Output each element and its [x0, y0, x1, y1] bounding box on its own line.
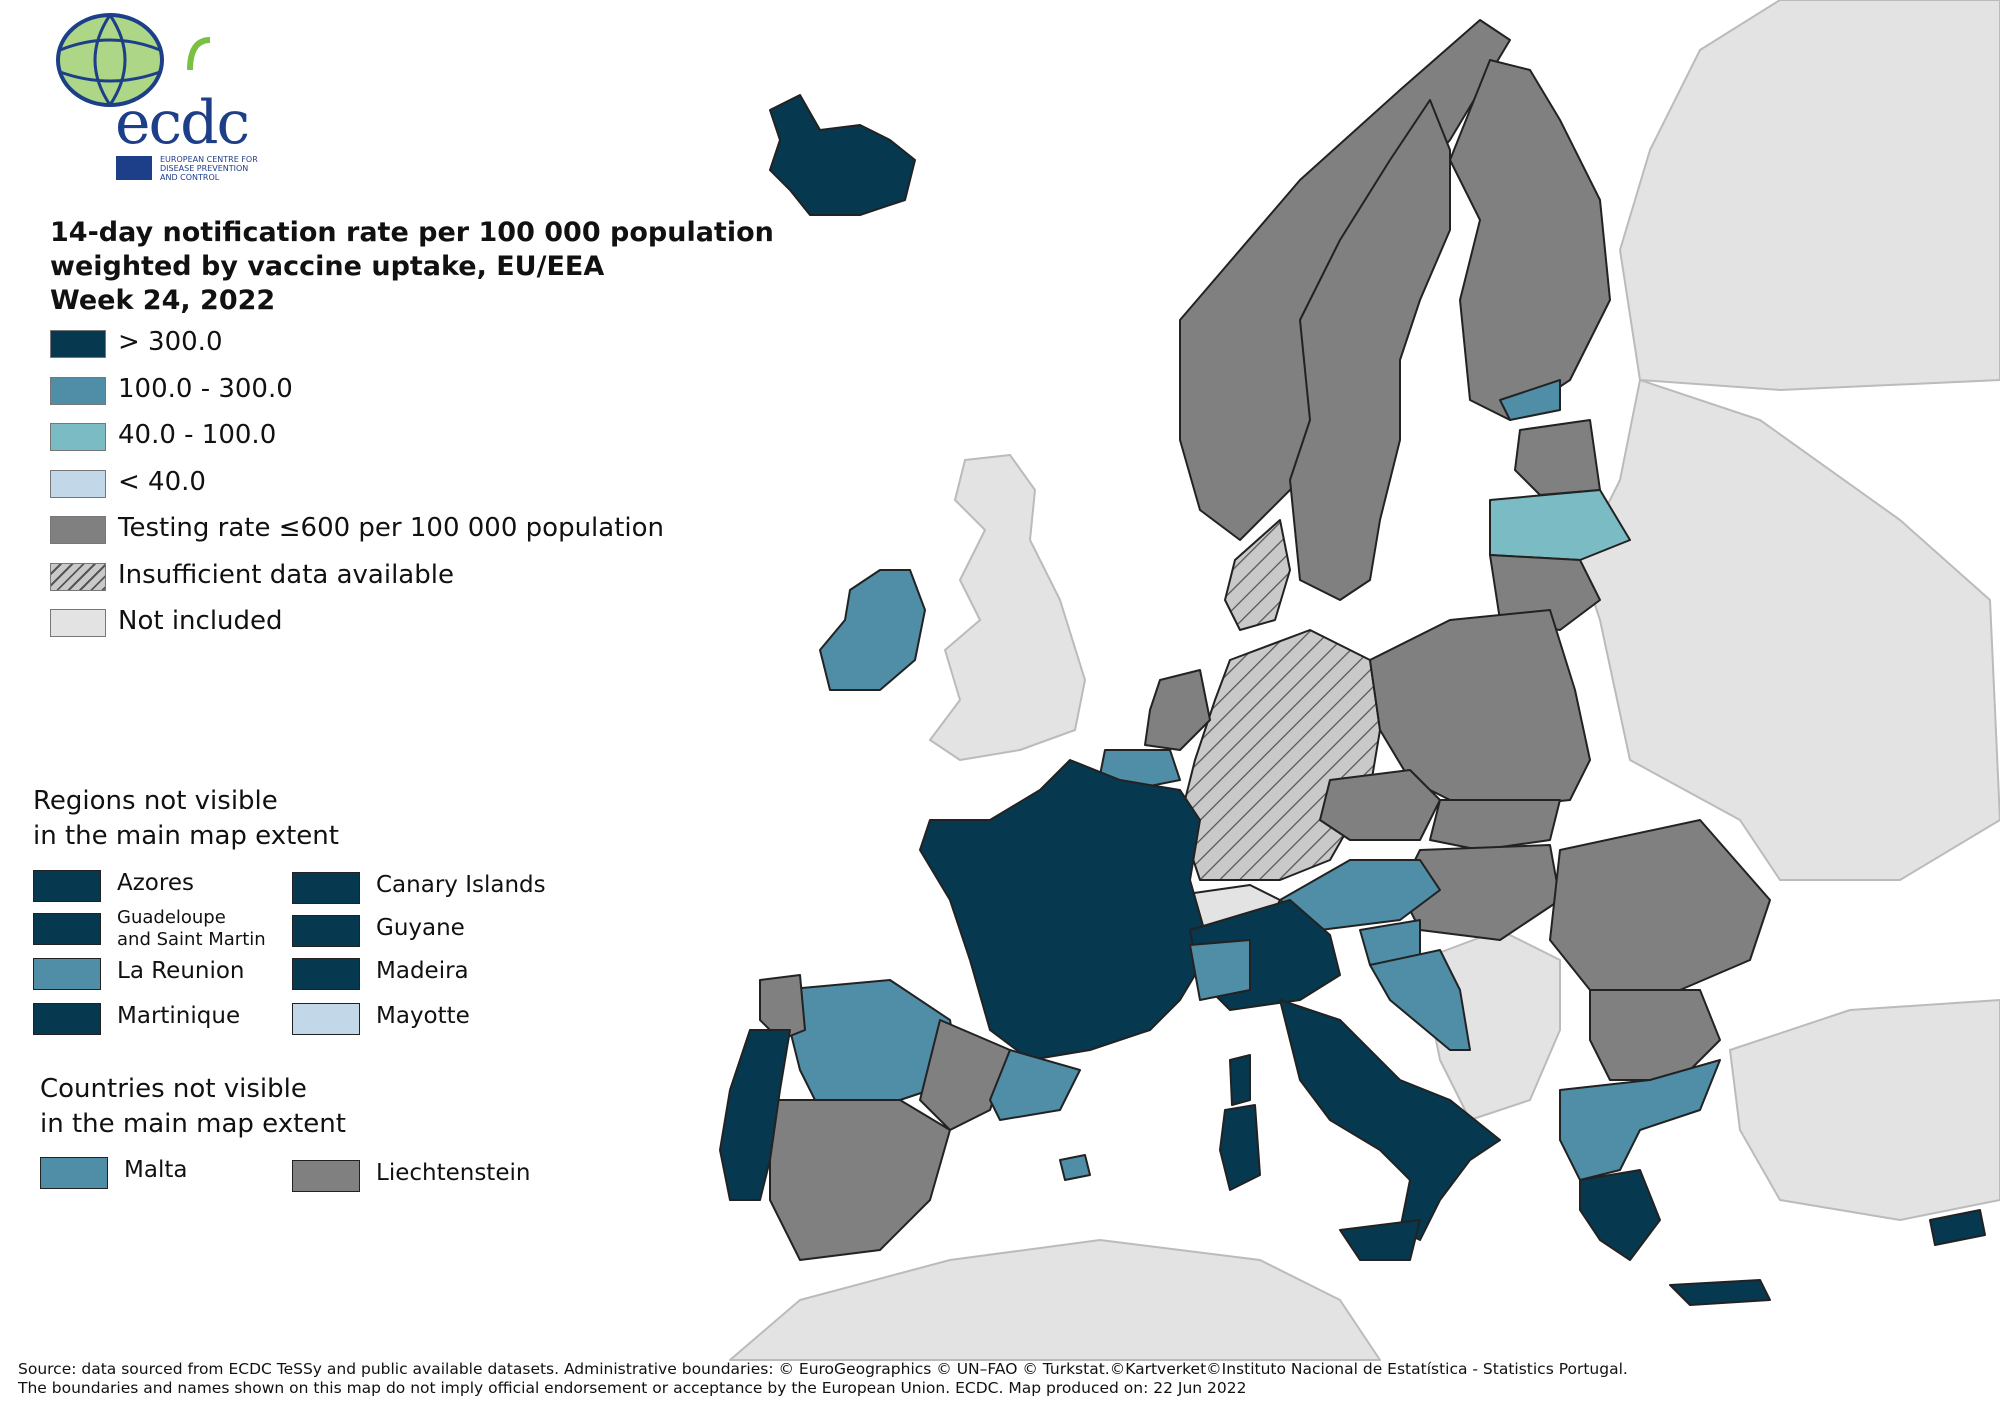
region-poland [1369, 609, 1591, 811]
region-swatch [33, 1003, 101, 1035]
region-italy-south [1279, 999, 1501, 1241]
region-finland [1449, 59, 1611, 421]
region-latvia [1489, 489, 1631, 561]
countries-section-title: Countries not visible in the main map ex… [40, 1074, 346, 1139]
region-balearic [1059, 1154, 1091, 1181]
region-slovakia [1429, 799, 1561, 851]
legend-label: 40.0 - 100.0 [118, 420, 277, 450]
region-swatch [33, 870, 101, 902]
region-sicily [1339, 1219, 1421, 1261]
region-croatia [1369, 949, 1471, 1051]
legend-label: Insufficient data available [118, 559, 454, 590]
region-germany [1179, 629, 1381, 881]
eu-flag-icon [116, 156, 152, 180]
logo-wordmark: ecdc [115, 88, 250, 158]
legend-swatch [50, 609, 106, 637]
region-portugal [719, 1029, 791, 1201]
region-lithuania [1489, 554, 1601, 631]
legend-swatch [50, 469, 106, 498]
region-russia-north [1619, 0, 2000, 391]
region-label: Guyane [376, 915, 465, 941]
region-label: Canary Islands [376, 872, 546, 898]
region-swatch [292, 915, 360, 947]
legend-label: 100.0 - 300.0 [118, 373, 293, 404]
region-crete [1669, 1279, 1771, 1306]
region-label: La Reunion [117, 958, 245, 984]
region-balkans [1419, 929, 1561, 1121]
region-ireland [819, 569, 926, 691]
region-swatch [292, 872, 360, 904]
region-swatch [33, 958, 101, 990]
map-title: 14-day notification rate per 100 000 pop… [50, 217, 774, 316]
region-label: Madeira [376, 958, 469, 984]
legend-swatch [50, 376, 106, 405]
region-netherlands [1144, 669, 1211, 751]
region-swatch [33, 913, 101, 945]
region-label: Guadeloupe and Saint Martin [117, 907, 266, 950]
region-label: Azores [117, 870, 194, 896]
region-label: Martinique [117, 1003, 241, 1029]
country-label: Liechtenstein [376, 1160, 531, 1186]
legend-swatch [50, 516, 106, 544]
legend-label: Testing rate ≤600 per 100 000 population [118, 513, 665, 543]
legend-swatch [50, 423, 106, 451]
region-north-africa [729, 1239, 1381, 1361]
country-swatch [40, 1157, 108, 1189]
legend-label: Not included [118, 606, 283, 636]
region-cyprus [1929, 1209, 1986, 1246]
country-swatch [292, 1160, 360, 1192]
source-footer: Source: data sourced from ECDC TeSSy and… [18, 1360, 1628, 1397]
regions-section-title: Regions not visible in the main map exte… [33, 786, 339, 851]
ecdc-logo: ecdc EUROPEAN CENTRE FOR DISEASE PREVENT… [40, 10, 258, 182]
region-greece-north [1559, 1059, 1721, 1181]
country-label: Malta [124, 1157, 188, 1183]
region-uk [929, 454, 1086, 761]
legend-label: < 40.0 [118, 466, 206, 497]
region-czechia [1319, 769, 1441, 841]
region-sweden [1289, 99, 1451, 601]
region-spain-east [919, 1019, 1011, 1131]
region-eastern-europe [1579, 379, 2000, 881]
region-spain-south [769, 1099, 951, 1261]
region-italy-west [1189, 939, 1251, 1001]
legend-swatch [50, 562, 106, 591]
region-corsica [1229, 1054, 1251, 1106]
region-turkey [1729, 999, 2000, 1221]
region-romania [1549, 819, 1771, 991]
region-france [919, 759, 1211, 1061]
globe-icon [56, 13, 211, 107]
region-finland-south [1499, 379, 1561, 421]
region-denmark [1224, 519, 1291, 631]
region-estonia [1514, 419, 1601, 496]
legend-swatch [50, 330, 106, 358]
region-spain-galicia [759, 974, 806, 1041]
logo-subtitle: EUROPEAN CENTRE FOR DISEASE PREVENTION A… [160, 155, 258, 182]
region-catalonia [989, 1049, 1081, 1121]
region-label: Mayotte [376, 1003, 470, 1029]
region-swatch [292, 1003, 360, 1035]
region-iceland [769, 94, 916, 216]
legend-label: > 300.0 [118, 327, 223, 357]
region-greece-south [1579, 1169, 1661, 1261]
region-swatch [292, 958, 360, 990]
region-sardinia [1219, 1104, 1261, 1191]
